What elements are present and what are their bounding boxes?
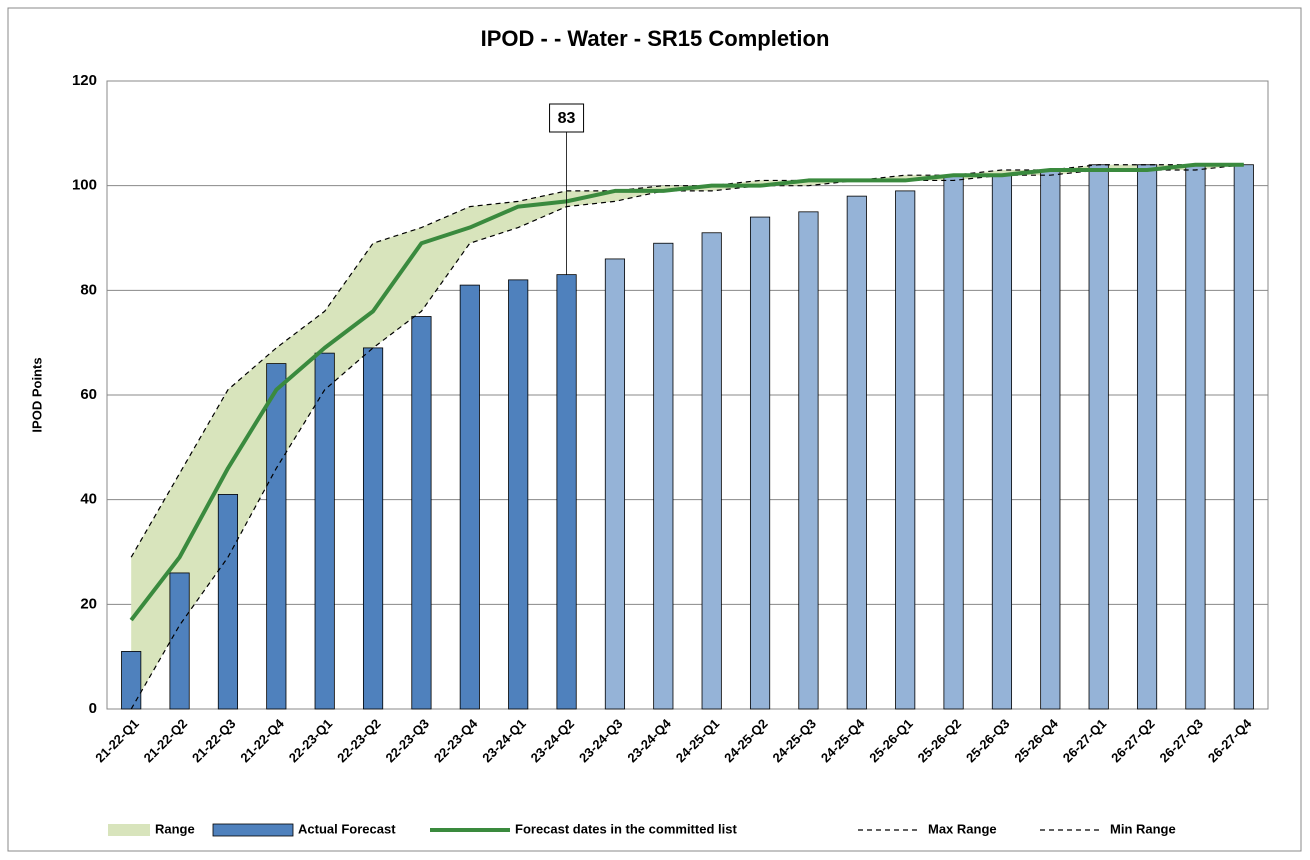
bar xyxy=(943,174,964,710)
bar xyxy=(1136,164,1158,710)
range-line xyxy=(130,164,1244,710)
bar xyxy=(266,363,287,710)
bar xyxy=(362,347,384,710)
legend-label: Actual Forecast xyxy=(298,821,396,836)
y-tick-label: 120 xyxy=(72,72,97,89)
bar xyxy=(1233,164,1254,710)
y-tick-label: 20 xyxy=(80,595,97,612)
legend-swatch xyxy=(212,823,294,837)
bar xyxy=(1088,164,1109,710)
bar xyxy=(653,242,674,710)
bar xyxy=(459,284,480,710)
annotation-label: 83 xyxy=(558,110,576,127)
legend-swatch xyxy=(108,824,150,836)
bar xyxy=(604,258,626,710)
bar xyxy=(701,232,722,710)
bar xyxy=(314,352,335,710)
bar xyxy=(749,216,771,710)
y-tick-label: 0 xyxy=(89,700,97,717)
legend-label: Min Range xyxy=(1110,821,1176,836)
bar xyxy=(1185,164,1206,710)
y-tick-label: 80 xyxy=(80,281,97,298)
legend-label: Forecast dates in the committed list xyxy=(515,821,737,836)
range-line xyxy=(130,164,1244,558)
y-axis-label: IPOD Points xyxy=(29,357,44,432)
bar xyxy=(846,195,867,710)
bar xyxy=(1040,169,1061,710)
bar xyxy=(121,651,142,710)
bar xyxy=(895,190,916,710)
forecast-line xyxy=(129,162,1244,622)
y-tick-label: 100 xyxy=(72,177,97,194)
legend-label: Max Range xyxy=(928,821,997,836)
y-tick-label: 40 xyxy=(80,491,97,508)
bar xyxy=(556,274,577,710)
legend-label: Range xyxy=(155,821,195,836)
bar xyxy=(991,174,1013,710)
chart-title: IPOD - - Water - SR15 Completion xyxy=(481,26,830,51)
bar xyxy=(798,211,819,710)
range-band xyxy=(131,164,1244,709)
bar xyxy=(169,572,190,710)
bar xyxy=(411,316,432,710)
bar xyxy=(217,494,239,710)
y-tick-label: 60 xyxy=(80,386,97,403)
annotation-box xyxy=(549,103,585,133)
bar xyxy=(508,279,529,710)
